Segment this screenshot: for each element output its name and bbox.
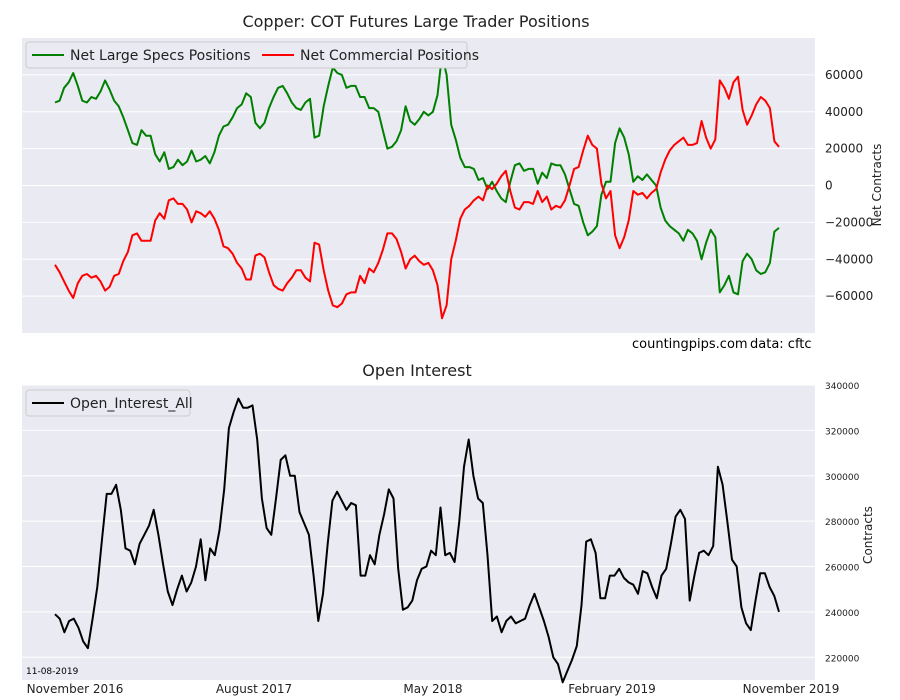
cot-series-1-line — [54, 75, 780, 320]
cot-y-tick-label: 0 — [825, 179, 833, 193]
oi-y-tick-label: 240000 — [825, 609, 860, 619]
oi-y-tick-label: 220000 — [825, 654, 860, 664]
oi-x-tick-label: August 2017 — [216, 682, 292, 696]
oi-x-tick-label: February 2019 — [568, 682, 656, 696]
cot-legend-box — [25, 41, 468, 69]
cot-legend-label-specs: Net Large Specs Positions — [70, 48, 251, 64]
cot-legend: Net Large Specs Positions Net Commercial… — [25, 41, 479, 69]
cot-series-0-line — [54, 53, 780, 296]
cot-legend-label-commercial: Net Commercial Positions — [300, 48, 479, 64]
cot-y-tick-label: 60000 — [825, 68, 863, 82]
oi-plot-area — [22, 385, 815, 680]
oi-legend: Open_Interest_All — [25, 389, 193, 417]
date-annotation: 11-08-2019 — [26, 667, 79, 677]
oi-x-tick-label: November 2019 — [743, 682, 840, 696]
cot-y-axis-label: Net Contracts — [870, 144, 884, 227]
oi-y-tick-label: 340000 — [825, 382, 860, 392]
oi-x-tick-label: November 2016 — [27, 682, 124, 696]
cot-series-lines — [54, 53, 780, 320]
cot-y-axis-ticks: −60000 −40000 −20000 0 20000 40000 60000 — [825, 68, 873, 303]
oi-x-axis-ticks: November 2016 August 2017 May 2018 February… — [27, 682, 840, 696]
oi-y-tick-label: 280000 — [825, 518, 860, 528]
oi-chart-title: Open Interest — [362, 361, 471, 380]
cot-y-tick-label: −60000 — [825, 289, 873, 303]
cot-y-tick-label: 40000 — [825, 105, 863, 119]
oi-chart: Open Interest 220000 240000 260000 280000 30… — [22, 361, 875, 696]
cot-chart-title: Copper: COT Futures Large Trader Positio… — [242, 12, 589, 31]
cot-y-tick-label: −40000 — [825, 252, 873, 266]
cot-chart: Copper: COT Futures Large Trader Positio… — [22, 12, 884, 352]
oi-series-lines — [54, 397, 780, 684]
cot-y-tick-label: 20000 — [825, 142, 863, 156]
oi-gridlines — [22, 384, 815, 658]
oi-legend-box — [25, 389, 191, 417]
oi-y-tick-label: 300000 — [825, 473, 860, 483]
source-annotation: countingpips.com — [632, 337, 748, 352]
oi-legend-label: Open_Interest_All — [70, 396, 193, 412]
oi-y-tick-label: 320000 — [825, 427, 860, 437]
data-credit-annotation: data: cftc — [750, 337, 812, 352]
oi-x-tick-label: May 2018 — [403, 682, 462, 696]
oi-y-axis-label: Contracts — [861, 506, 875, 564]
oi-y-tick-label: 260000 — [825, 564, 860, 574]
oi-y-axis-ticks: 220000 240000 260000 280000 300000 320000 3400… — [825, 382, 860, 664]
oi-series-0-line — [54, 397, 780, 684]
cot-y-tick-label: −20000 — [825, 215, 873, 229]
